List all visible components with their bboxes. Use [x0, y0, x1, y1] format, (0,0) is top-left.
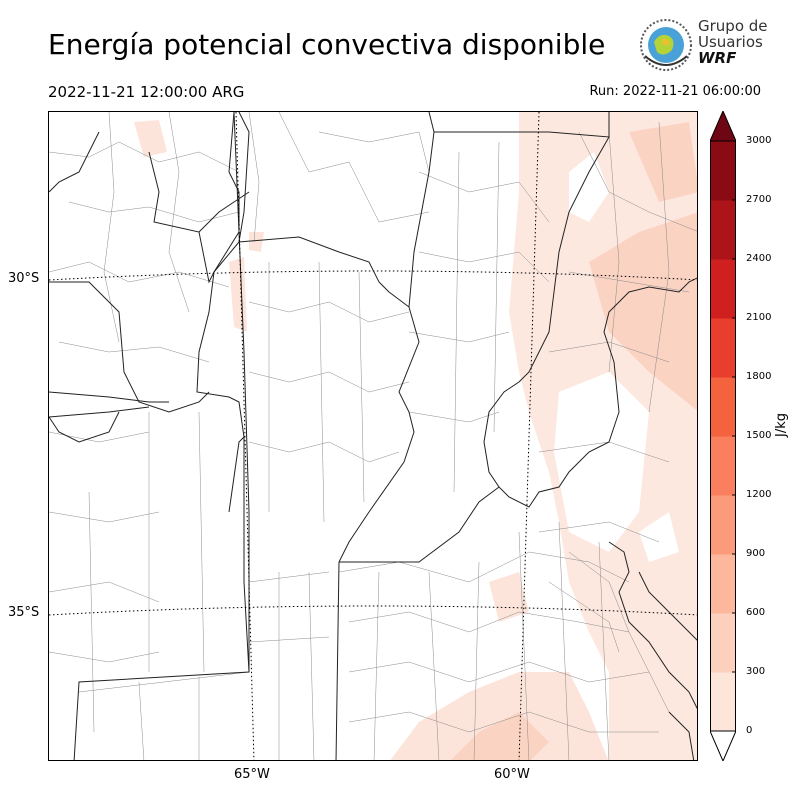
colorbar [710, 111, 736, 761]
lon-label-65w: 65°W [234, 767, 270, 782]
province-boundaries [49, 112, 697, 760]
colorbar-segment [710, 200, 736, 260]
logo-text: Grupo de Usuarios WRF [698, 18, 768, 66]
colorbar-unit-label: J/kg [774, 413, 789, 437]
colorbar-tick-label: 600 [746, 607, 766, 618]
map-title: Energía potencial convectiva disponible [48, 28, 606, 61]
colorbar-tick-label: 2400 [746, 253, 772, 264]
colorbar-tick-label: 0 [746, 725, 753, 736]
graticule [49, 112, 697, 760]
grupo-wrf-logo: Grupo de Usuarios WRF [636, 14, 786, 74]
colorbar-tick-label: 1500 [746, 430, 772, 441]
colorbar-tick-label: 1800 [746, 371, 772, 382]
department-boundaries [49, 112, 697, 760]
cape-gaps [554, 152, 679, 562]
valid-time: 2022-11-21 12:00:00 ARG [48, 83, 245, 101]
colorbar-segment [710, 318, 736, 378]
colorbar-segment [710, 141, 736, 201]
colorbar-segment [710, 613, 736, 673]
colorbar-segment [710, 259, 736, 319]
logo-line-1: Grupo de [698, 17, 768, 35]
colorbar-segment [710, 554, 736, 614]
colorbar-extend-low [710, 730, 736, 761]
map-panel[interactable] [48, 111, 698, 761]
colorbar-tick-label: 2100 [746, 312, 772, 323]
colorbar-segment [710, 436, 736, 496]
map-canvas [49, 112, 697, 760]
logo-wrf: WRF [698, 49, 737, 67]
globe-seal-icon [640, 19, 692, 71]
colorbar-tick-label: 3000 [746, 135, 772, 146]
run-time: Run: 2022-11-21 06:00:00 [589, 84, 761, 99]
lat-label-30s: 30°S [8, 271, 40, 286]
colorbar-tick-label: 900 [746, 548, 766, 559]
colorbar-tick-label: 2700 [746, 194, 772, 205]
colorbar-segment [710, 495, 736, 555]
logo-line-2: Usuarios [698, 33, 763, 51]
lat-label-35s: 35°S [8, 605, 40, 620]
colorbar-segment [710, 377, 736, 437]
colorbar-tick-label: 300 [746, 666, 766, 677]
colorbar-segment [710, 672, 736, 732]
colorbar-tick-label: 1200 [746, 489, 772, 500]
colorbar-extend-high [710, 111, 736, 142]
lon-label-60w: 60°W [494, 767, 530, 782]
